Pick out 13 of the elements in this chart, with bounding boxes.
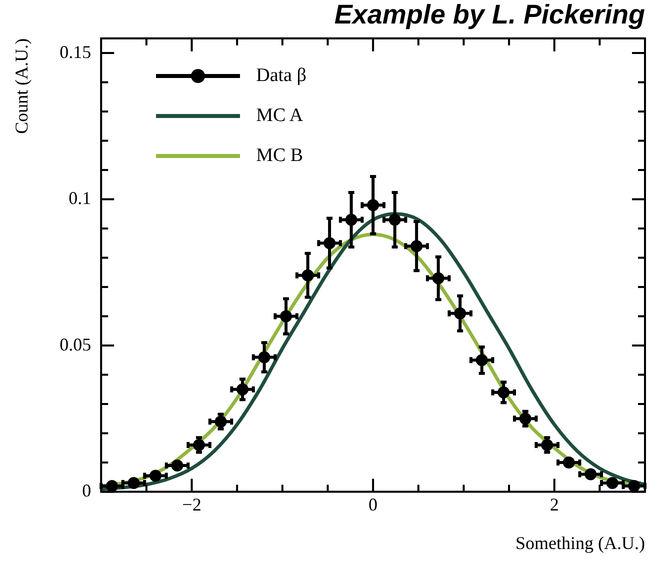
- legend-label: MC B: [256, 144, 304, 168]
- y-tick-label: 0.15: [60, 42, 92, 62]
- x-axis-title: Something (A.U.): [516, 532, 645, 553]
- y-tick-label: 0: [82, 480, 92, 501]
- legend-label: MC A: [256, 104, 304, 128]
- y-axis-title: Count (A.U.): [12, 38, 32, 134]
- x-tick-label: 2: [550, 494, 559, 514]
- y-tick-label: 0.1: [68, 188, 92, 208]
- y-tick-label: 0.05: [60, 334, 92, 354]
- legend-label: Data β: [256, 64, 306, 88]
- chart-title: Example by L. Pickering: [334, 0, 646, 30]
- x-tick-label: 0: [368, 494, 378, 514]
- x-tick-label: −2: [182, 494, 202, 514]
